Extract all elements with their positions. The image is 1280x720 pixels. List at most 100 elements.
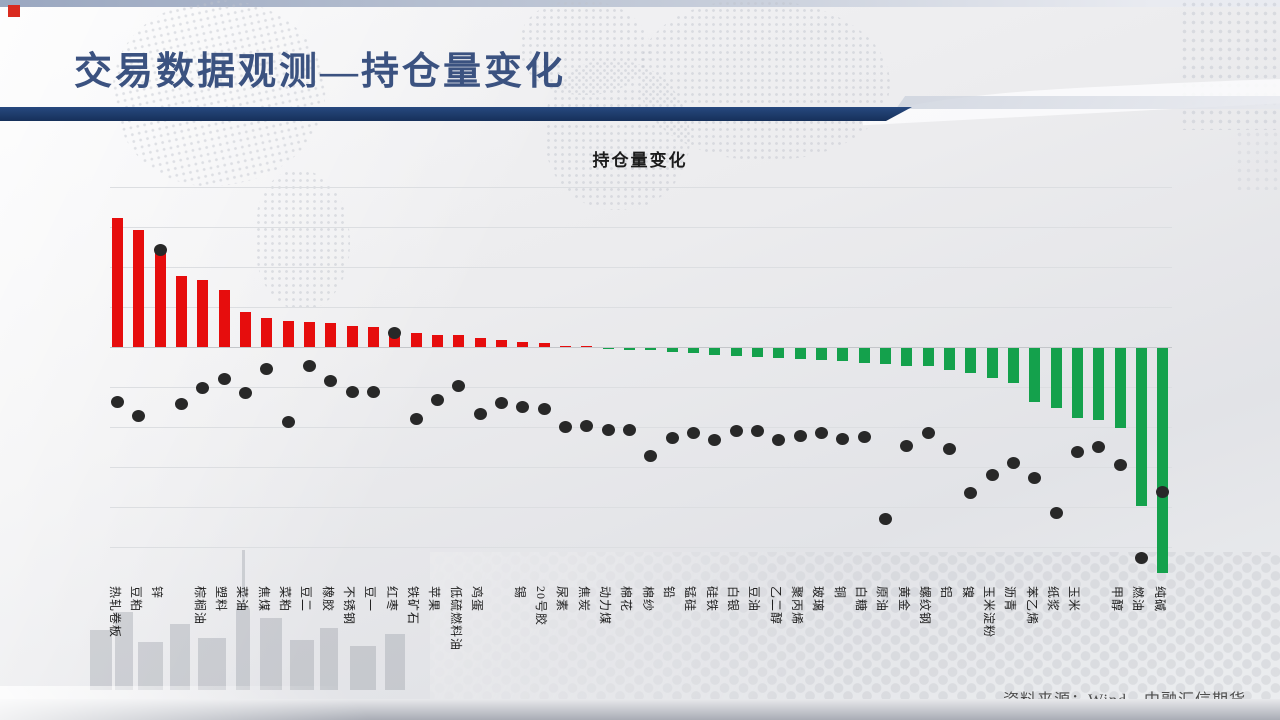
scatter-dot-聚丙烯	[793, 430, 807, 442]
x-axis-label: 螺纹钢	[918, 586, 933, 626]
scatter-dot-纯碱	[1156, 486, 1170, 498]
x-axis-label: 甲醇	[1110, 586, 1124, 613]
x-axis-label: 沥青	[1003, 586, 1018, 613]
x-axis-label: 不锈钢	[342, 586, 357, 626]
bar-down-动力煤	[602, 348, 614, 349]
bar-down-甲醇	[1114, 348, 1126, 428]
world-map-dots-decoration	[545, 60, 690, 210]
scatter-dot-动力煤	[601, 424, 615, 436]
scatter-dot-菜油	[238, 387, 252, 399]
scatter-dot-焦煤	[260, 363, 274, 375]
scatter-dot-玻璃	[814, 427, 828, 439]
scatter-dot-棉花	[622, 424, 636, 436]
bar-up-20号胶	[538, 343, 550, 347]
scatter-dot-乙二醇	[772, 434, 786, 446]
x-axis-label: 焦炭	[576, 586, 591, 613]
scatter-dot-玉米	[1070, 446, 1084, 458]
scatter-dot-铝	[942, 443, 956, 455]
scatter-dot-20号胶	[537, 403, 551, 415]
bar-up-鸡蛋	[474, 338, 486, 347]
city-skyline-decoration	[70, 545, 430, 705]
bar-up-豆粕	[133, 230, 145, 347]
page-title: 交易数据观测—持仓量变化	[74, 51, 567, 93]
scatter-dot-鸡蛋	[473, 408, 487, 420]
x-axis-label: 20号胶	[534, 586, 549, 627]
scatter-dot-菜粕	[281, 416, 295, 428]
bar-up-尿素	[559, 346, 571, 347]
bar-up-铁矿石	[410, 333, 422, 347]
scatter-dot-铜	[836, 433, 850, 445]
bar-up-菜油	[239, 312, 251, 347]
zero-axis-line	[110, 347, 1172, 348]
x-axis-label: 豆粕	[128, 586, 143, 613]
bar-down-玉米	[1071, 348, 1083, 418]
scatter-dot-玉米淀粉	[985, 469, 999, 481]
bar-down-乙二醇	[773, 348, 785, 358]
scatter-dot-镍	[964, 487, 978, 499]
bar-down-聚丙烯	[794, 348, 806, 359]
hexagon-pattern-decoration	[430, 552, 1280, 720]
x-axis-label: 白糖	[854, 586, 869, 613]
bar-up-锌	[154, 248, 166, 347]
bar-down-纯碱	[1157, 348, 1169, 573]
scatter-dot-锌	[153, 244, 167, 256]
bar-down-棉花	[623, 348, 635, 350]
bar-up-idx3	[175, 276, 187, 347]
bar-up-低硫燃料油	[453, 335, 465, 347]
x-axis-label: 尿素	[555, 586, 570, 613]
x-axis-label: 豆一	[363, 586, 378, 613]
x-axis-label: 苹果	[427, 586, 442, 613]
corner-dots-decoration	[1235, 130, 1280, 190]
bar-down-螺纹钢	[922, 348, 934, 366]
scatter-dot-铅	[665, 432, 679, 444]
x-axis-label: 棉纱	[640, 586, 655, 613]
x-axis-label: 镍	[960, 586, 975, 600]
x-axis-label: 苯乙烯	[1024, 586, 1039, 626]
scatter-dot-燃油	[1134, 552, 1148, 564]
bar-down-铅	[666, 348, 678, 352]
x-axis-label: 纸浆	[1046, 586, 1061, 613]
bar-up-菜粕	[282, 321, 294, 347]
x-axis-label: 玉米	[1067, 586, 1082, 613]
bar-up-塑料	[218, 290, 230, 347]
x-axis-label: 豆油	[747, 586, 762, 613]
scatter-dot-idx3	[174, 398, 188, 410]
bar-down-玻璃	[815, 348, 827, 360]
scatter-dot-低硫燃料油	[452, 380, 466, 392]
scatter-dot-螺纹钢	[921, 427, 935, 439]
bar-down-铝	[943, 348, 955, 370]
x-axis-label: 玻璃	[811, 586, 826, 613]
x-axis-label: 乙二醇	[768, 586, 783, 626]
scatter-dot-沥青	[1006, 457, 1020, 469]
red-corner-square	[8, 5, 20, 17]
scatter-dot-豆油	[750, 425, 764, 437]
gridline	[110, 467, 1172, 468]
scatter-dot-黄金	[900, 440, 914, 452]
x-axis-label: 热轧卷板	[107, 586, 122, 639]
x-axis-label: 铝	[939, 586, 954, 600]
gridline	[110, 387, 1172, 388]
scatter-dot-白银	[729, 425, 743, 437]
bar-up-红枣	[389, 332, 401, 347]
x-axis-label: 棕榈油	[192, 586, 207, 626]
bar-up-锡	[517, 342, 529, 347]
bar-up-热轧卷板	[112, 218, 123, 347]
bar-down-idx46	[1093, 348, 1105, 420]
scatter-dot-甲醇	[1113, 459, 1127, 471]
world-map-dots-decoration	[255, 170, 350, 310]
bar-down-苯乙烯	[1029, 348, 1041, 402]
gridline	[110, 547, 1172, 548]
scatter-dot-硅铁	[708, 434, 722, 446]
top-strip-decoration	[0, 0, 1280, 7]
gridline	[110, 427, 1172, 428]
bar-up-橡胶	[325, 323, 337, 347]
x-axis-label: 黄金	[896, 586, 911, 613]
x-axis-label: 锌	[150, 586, 165, 600]
gridline	[110, 307, 1172, 308]
bar-up-豆二	[303, 322, 315, 347]
scatter-dot-idx46	[1092, 441, 1106, 453]
x-axis-label: 菜粕	[278, 586, 293, 613]
bar-down-棉纱	[645, 348, 657, 350]
scatter-dot-棕榈油	[196, 382, 210, 394]
